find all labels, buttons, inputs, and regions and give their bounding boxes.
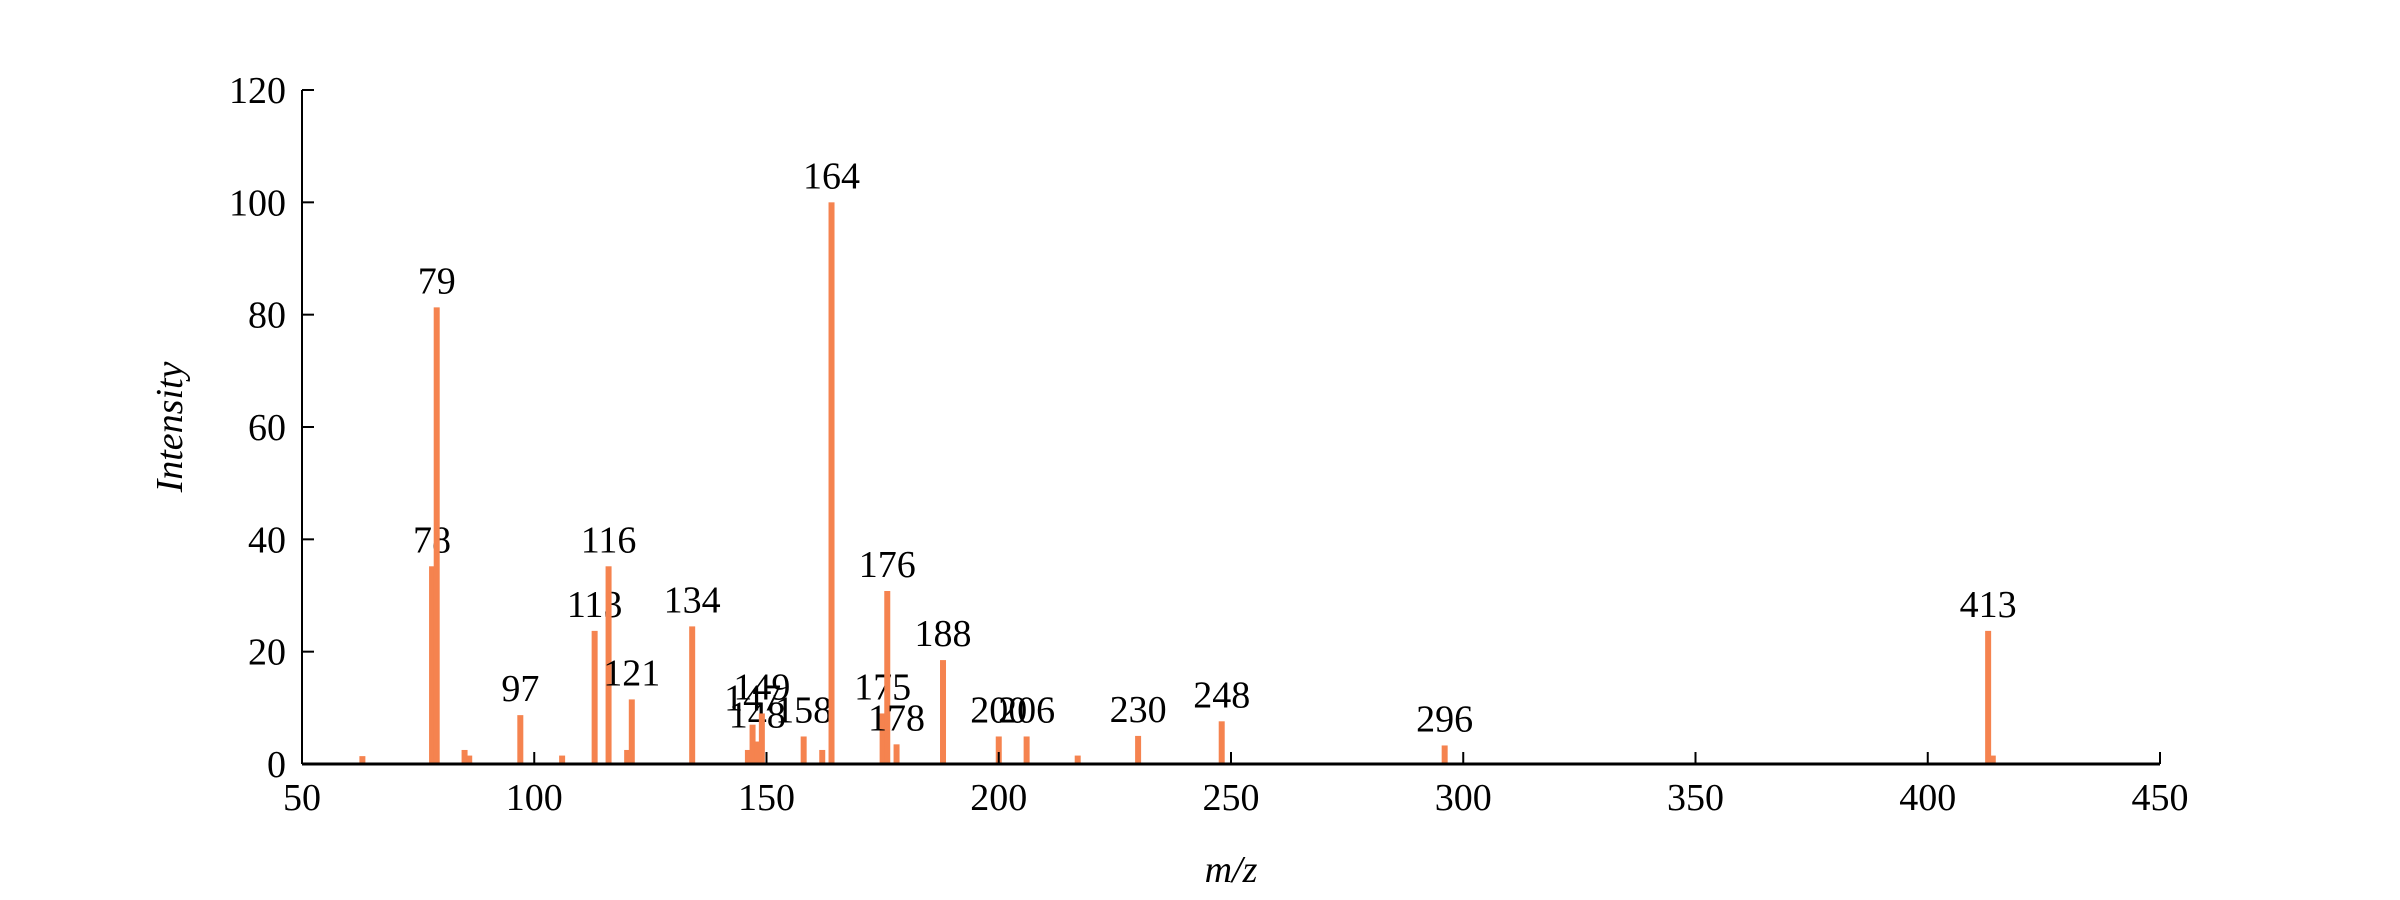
x-tick-label: 200: [970, 777, 1027, 819]
x-tick-label: 100: [506, 777, 563, 819]
y-tick-label: 40: [248, 519, 286, 561]
bar: [433, 307, 440, 764]
peak-label: 176: [859, 544, 916, 586]
peak-label: 78: [413, 519, 451, 561]
peak-label: 149: [733, 666, 790, 708]
peak-label: 164: [803, 155, 860, 197]
bar: [517, 715, 524, 764]
bar: [828, 202, 835, 765]
bar: [1023, 736, 1030, 764]
peak-label: 296: [1416, 698, 1473, 740]
bar: [754, 741, 761, 764]
bar: [1441, 745, 1448, 764]
bar: [1074, 755, 1081, 764]
peak-label: 248: [1193, 674, 1250, 716]
peak-label: 134: [664, 579, 721, 621]
bar: [800, 736, 807, 764]
x-tick-label: 450: [2132, 777, 2189, 819]
y-tick-label: 20: [248, 632, 286, 674]
bar: [559, 755, 566, 764]
bar: [429, 566, 436, 764]
bar: [819, 749, 826, 764]
y-tick-label: 60: [248, 407, 286, 449]
bar: [758, 713, 765, 764]
peak-label: 148: [729, 695, 786, 737]
peak-label: 206: [998, 689, 1055, 731]
peak-label: 158: [775, 689, 832, 731]
bar: [995, 736, 1002, 764]
bar: [1985, 630, 1992, 764]
peak-label: 178: [868, 697, 925, 739]
peak-label: 116: [581, 519, 637, 561]
x-tick-label: 150: [738, 777, 795, 819]
x-tick-label: 50: [283, 777, 321, 819]
bar: [461, 749, 468, 764]
peak-label: 147: [724, 678, 781, 720]
peak-label: 230: [1110, 689, 1167, 731]
bar: [689, 626, 696, 764]
peak-label: 121: [603, 652, 660, 694]
y-tick-label: 80: [248, 295, 286, 337]
peak-label: 188: [915, 613, 972, 655]
bar: [893, 744, 900, 764]
y-axis-label: Intensity: [149, 361, 191, 493]
peak-label: 200: [970, 689, 1027, 731]
bar: [628, 699, 635, 764]
bar: [749, 724, 756, 764]
x-tick-label: 400: [1899, 777, 1956, 819]
bar: [744, 749, 751, 764]
bar: [940, 660, 947, 764]
y-tick-label: 100: [229, 182, 286, 224]
bar: [879, 713, 886, 764]
bar: [624, 749, 631, 764]
x-tick-label: 300: [1435, 777, 1492, 819]
bar: [1989, 755, 1996, 764]
y-tick-label: 0: [267, 744, 286, 786]
bar: [466, 755, 473, 764]
peak-label: 113: [567, 584, 623, 626]
bar: [605, 566, 612, 764]
peak-label: 97: [501, 668, 539, 710]
peak-label: 175: [854, 666, 911, 708]
peak-label: 413: [1960, 584, 2017, 626]
bar: [1135, 735, 1142, 764]
bar: [359, 756, 366, 764]
x-tick-label: 250: [1203, 777, 1260, 819]
y-tick-label: 120: [229, 70, 286, 112]
bar: [1218, 721, 1225, 764]
peak-label: 79: [418, 260, 456, 302]
x-axis-label: m/z: [1205, 849, 1258, 891]
bar: [591, 630, 598, 764]
bar: [884, 591, 891, 764]
x-tick-label: 350: [1667, 777, 1724, 819]
